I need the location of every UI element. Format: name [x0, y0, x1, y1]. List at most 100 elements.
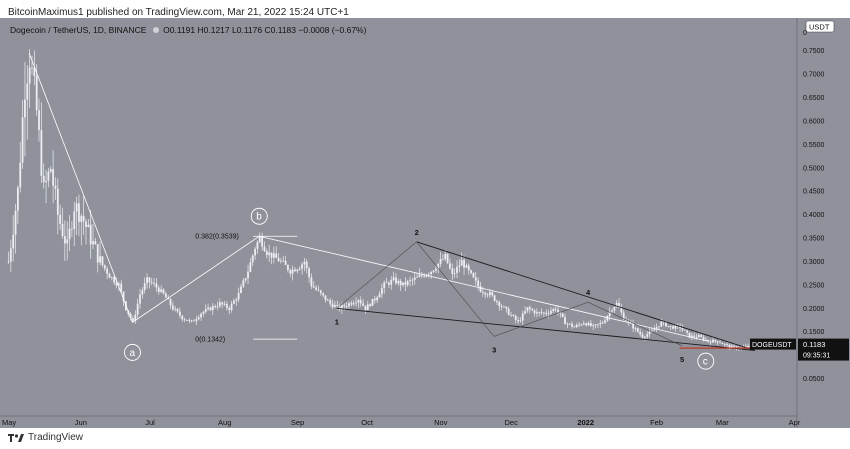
candle-body [277, 257, 280, 262]
candle-body [535, 312, 538, 314]
candle-body [517, 319, 519, 322]
candle-body [16, 187, 19, 211]
candle-body [197, 317, 200, 320]
candle-body [312, 286, 315, 288]
candle-body [26, 83, 29, 100]
candle-body [662, 321, 665, 323]
candle-body [665, 321, 667, 327]
candle-body [416, 276, 418, 278]
y-tick-label: 0.7000 [803, 72, 825, 79]
price-tag [798, 338, 849, 361]
candle-body [242, 280, 245, 287]
candle-body [289, 270, 292, 274]
candle-body [542, 312, 545, 314]
candle-body [56, 188, 59, 215]
candle-body [747, 346, 750, 347]
abc-swing-line [28, 52, 260, 323]
candle-body [420, 274, 423, 276]
candle-body [493, 295, 496, 301]
candle-body [521, 313, 524, 321]
tradingview-brand[interactable]: TradingView [8, 432, 83, 443]
candle-body [272, 253, 275, 258]
candle-body [641, 334, 644, 338]
candle-body [423, 275, 426, 277]
candle-body [331, 303, 334, 308]
y-tick-label: 0.1500 [803, 329, 825, 336]
candle-body [524, 311, 527, 314]
candle-body [550, 311, 552, 314]
candle-body [660, 321, 663, 327]
candle-body [9, 248, 12, 262]
candle-body [143, 283, 146, 291]
candle-body [460, 260, 463, 266]
candle-body [263, 246, 266, 252]
candle-body [265, 251, 268, 256]
candle-body [726, 344, 728, 345]
x-tick-label: Dec [505, 418, 519, 427]
open-value: 0.1191 [169, 25, 196, 35]
x-tick-label: Oct [361, 418, 374, 427]
candle-body [538, 312, 541, 313]
candle-body [369, 304, 372, 306]
candle-body [533, 310, 536, 314]
candle-body [669, 325, 672, 327]
candle-body [303, 261, 306, 265]
candle-body [204, 308, 207, 312]
candle-body [150, 282, 153, 284]
candle-body [571, 323, 573, 327]
candle-body [404, 282, 407, 285]
candle-body [12, 234, 15, 249]
price-scale-panel [797, 18, 850, 428]
candle-body [319, 290, 322, 294]
candle-body [467, 265, 470, 271]
candle-body [545, 312, 548, 314]
fib-level-label: 0.382(0.3539) [195, 234, 239, 241]
candle-body [287, 264, 289, 271]
candle-body [434, 268, 437, 271]
candle-body [728, 344, 731, 348]
candle-body [437, 263, 440, 269]
candle-body [470, 270, 472, 274]
candle-body [132, 317, 134, 321]
candle-body [627, 320, 630, 322]
y-tick-label: 0.6500 [803, 95, 825, 102]
subwave-zigzag [336, 241, 683, 347]
candle-body [695, 336, 698, 338]
wave-marker-label: b [256, 212, 262, 223]
candle-body [439, 259, 442, 264]
candle-body [169, 299, 172, 306]
candle-body [96, 244, 99, 263]
symbol-title: Dogecoin / TetherUS, 1D, BINANCE [10, 25, 147, 35]
subwave-label: 2 [415, 228, 419, 237]
candle-body [139, 294, 141, 304]
open-label: O [163, 25, 170, 35]
candle-body [80, 215, 83, 223]
candle-body [721, 343, 724, 345]
candle-body [651, 330, 653, 332]
candle-body [315, 287, 318, 290]
y-tick-label: 0 [803, 30, 807, 37]
high-label: H [197, 25, 204, 35]
candle-body [52, 169, 55, 186]
candle-body [33, 67, 36, 77]
candle-body [164, 293, 167, 298]
candle-body [350, 303, 353, 305]
candle-body [49, 169, 52, 172]
candle-body [190, 320, 193, 322]
candle-body [99, 256, 101, 263]
candle-body [256, 242, 259, 249]
candle-body [301, 264, 303, 269]
candle-body [162, 289, 165, 294]
candle-body [446, 253, 449, 264]
candle-body [744, 346, 747, 347]
candle-body [308, 268, 310, 278]
candle-body [585, 323, 588, 326]
candle-body [341, 305, 343, 310]
candle-body [674, 325, 677, 329]
candle-body [92, 241, 94, 245]
candle-body [275, 253, 278, 258]
candle-body [193, 320, 195, 322]
chart-area[interactable]: Dogecoin / TetherUS, 1D, BINANCE O0.1191… [0, 18, 850, 428]
x-tick-label: Feb [650, 418, 663, 427]
